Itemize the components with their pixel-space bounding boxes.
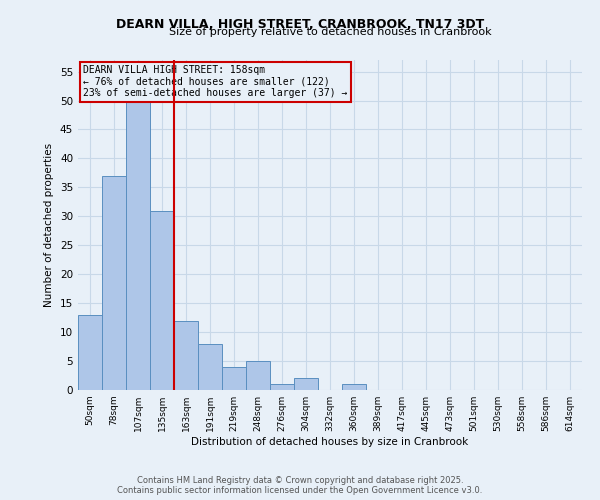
Bar (246, 361, 270, 390)
Text: DEARN VILLA, HIGH STREET, CRANBROOK, TN17 3DT: DEARN VILLA, HIGH STREET, CRANBROOK, TN1… (116, 18, 484, 30)
Bar (102, 176, 126, 390)
Bar (174, 320, 198, 390)
Text: Contains HM Land Registry data © Crown copyright and database right 2025.
Contai: Contains HM Land Registry data © Crown c… (118, 476, 482, 495)
Bar (198, 344, 222, 390)
Bar (270, 384, 294, 390)
Bar (222, 367, 246, 390)
Bar (150, 210, 174, 390)
Bar (294, 378, 318, 390)
Text: DEARN VILLA HIGH STREET: 158sqm
← 76% of detached houses are smaller (122)
23% o: DEARN VILLA HIGH STREET: 158sqm ← 76% of… (83, 65, 347, 98)
Bar (342, 384, 366, 390)
Bar (78, 314, 102, 390)
Bar (126, 89, 150, 390)
X-axis label: Distribution of detached houses by size in Cranbrook: Distribution of detached houses by size … (191, 437, 469, 447)
Y-axis label: Number of detached properties: Number of detached properties (44, 143, 55, 307)
Title: Size of property relative to detached houses in Cranbrook: Size of property relative to detached ho… (169, 27, 491, 37)
